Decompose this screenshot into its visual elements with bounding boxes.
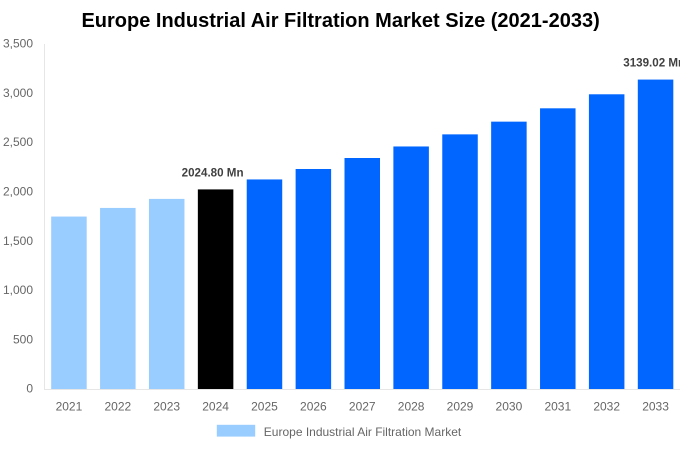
svg-text:1,500: 1,500 [3, 234, 33, 248]
svg-text:2024: 2024 [202, 400, 229, 414]
svg-text:2031: 2031 [544, 400, 571, 414]
svg-text:2,500: 2,500 [3, 135, 33, 149]
svg-text:2025: 2025 [251, 400, 278, 414]
svg-text:Europe Industrial Air Filtrati: Europe Industrial Air Filtration Market … [81, 10, 599, 32]
svg-text:3,000: 3,000 [3, 86, 33, 100]
svg-text:3,500: 3,500 [3, 37, 33, 51]
svg-text:2027: 2027 [349, 400, 376, 414]
svg-text:0: 0 [26, 382, 33, 396]
svg-text:2024.80 Mn: 2024.80 Mn [182, 167, 244, 180]
svg-text:2021: 2021 [56, 400, 83, 414]
svg-text:500: 500 [13, 332, 33, 346]
svg-text:2032: 2032 [593, 400, 620, 414]
svg-text:2029: 2029 [447, 400, 474, 414]
svg-text:1,000: 1,000 [3, 283, 33, 297]
svg-text:2026: 2026 [300, 400, 327, 414]
svg-text:2033: 2033 [642, 400, 669, 414]
svg-text:2,000: 2,000 [3, 185, 33, 199]
svg-text:3139.02 Mn: 3139.02 Mn [623, 57, 680, 70]
svg-text:2028: 2028 [398, 400, 425, 414]
svg-text:2022: 2022 [104, 400, 131, 414]
svg-text:2023: 2023 [153, 400, 180, 414]
svg-text:Europe Industrial Air Filtrati: Europe Industrial Air Filtration Market [264, 425, 462, 439]
svg-text:2030: 2030 [496, 400, 523, 414]
